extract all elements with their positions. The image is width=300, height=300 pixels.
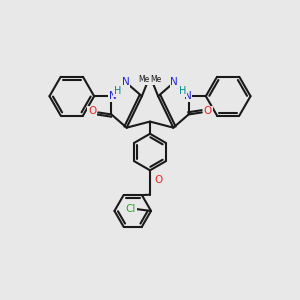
- Text: H: H: [179, 86, 186, 96]
- Text: H: H: [114, 86, 121, 96]
- Text: O: O: [154, 176, 162, 185]
- Text: Me: Me: [138, 75, 149, 84]
- Text: N: N: [184, 91, 191, 101]
- Text: Cl: Cl: [125, 204, 136, 214]
- Text: N: N: [122, 77, 130, 87]
- Text: N: N: [109, 91, 116, 101]
- Text: O: O: [204, 106, 212, 116]
- Text: O: O: [88, 106, 96, 116]
- Text: Me: Me: [151, 75, 162, 84]
- Text: N: N: [170, 77, 178, 87]
